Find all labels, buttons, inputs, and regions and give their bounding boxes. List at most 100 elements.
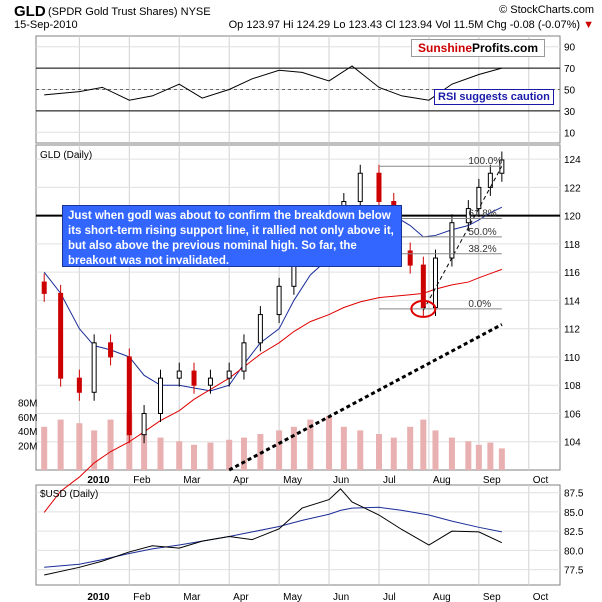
x-tick-label: Oct — [533, 592, 549, 602]
volume-bar — [57, 419, 64, 470]
volume-bar — [465, 441, 472, 470]
brand-part-2: Profits.com — [472, 41, 539, 55]
brand-logo: SunshineProfits.com — [411, 39, 545, 57]
panel-title: $USD (Daily) — [40, 489, 98, 500]
y-tick-label: 122 — [564, 183, 581, 194]
candle-body — [465, 208, 471, 224]
x-tick-label: Oct — [533, 475, 549, 486]
candle-body — [76, 377, 82, 393]
candle-body — [58, 292, 64, 379]
candle-body — [126, 356, 132, 436]
volume-tick-label: 20M — [18, 442, 37, 453]
fibonacci-label: 38.2% — [468, 244, 496, 255]
y-tick-label: 104 — [564, 438, 581, 449]
x-tick-label: May — [283, 592, 302, 602]
fibonacci-label: 61.8% — [468, 208, 496, 219]
y-tick-label: 120 — [564, 212, 581, 223]
y-tick-label: 108 — [564, 381, 581, 392]
y-tick-label: 90 — [564, 43, 576, 54]
support-line — [422, 165, 503, 311]
y-tick-label: 77.5 — [564, 566, 584, 577]
rsi-line — [44, 65, 502, 101]
volume-bar — [157, 437, 164, 470]
y-tick-label: 116 — [564, 268, 580, 279]
y-tick-label: 106 — [564, 409, 581, 420]
x-tick-label: Aug — [433, 475, 451, 486]
x-tick-label: Jul — [383, 475, 396, 486]
y-tick-label: 82.5 — [564, 527, 584, 538]
y-tick-label: 110 — [564, 353, 580, 364]
volume-bar — [475, 444, 482, 470]
x-tick-label: Mar — [183, 592, 201, 602]
low-marker-ellipse — [410, 299, 437, 318]
volume-bar — [290, 426, 297, 470]
volume-bar — [326, 416, 333, 470]
volume-bar — [76, 423, 83, 470]
volume-bar — [498, 448, 505, 470]
candle-body — [357, 172, 363, 203]
down-arrow-icon: ▼ — [583, 19, 594, 31]
volume-bar — [91, 430, 98, 470]
candle-body — [158, 377, 164, 414]
dotted-trendline — [228, 323, 503, 472]
y-tick-label: 114 — [564, 296, 580, 307]
y-tick-label: 85.0 — [564, 508, 584, 519]
fibonacci-label: 50.0% — [468, 227, 496, 238]
price-panel — [35, 144, 561, 471]
y-tick-label: 30 — [564, 107, 576, 118]
x-tick-label: 2010 — [87, 592, 110, 602]
x-tick-label: Sep — [483, 475, 501, 486]
candle-body — [176, 370, 182, 379]
volume-bar — [107, 419, 114, 470]
volume-bar — [41, 426, 48, 470]
candle-body — [376, 172, 382, 203]
fibonacci-label: 100.0% — [468, 156, 502, 167]
panel-title: GLD (Daily) — [40, 150, 92, 161]
x-tick-label: Jun — [333, 475, 349, 486]
x-tick-label: May — [283, 475, 302, 486]
volume-bar — [191, 444, 198, 470]
candle-body — [257, 314, 263, 344]
y-tick-label: 124 — [564, 155, 581, 166]
ma200-line — [43, 268, 503, 513]
analysis-callout: Just when godl was about to confirm the … — [62, 205, 402, 267]
volume-bar — [240, 437, 247, 470]
x-tick-label: Aug — [433, 592, 451, 602]
x-tick-label: Feb — [133, 475, 151, 486]
candle-body — [407, 250, 413, 266]
volume-bar — [357, 430, 364, 470]
volume-bar — [340, 426, 347, 470]
ticker-label: GLD — [14, 3, 46, 20]
quote-summary: Op 123.97 Hi 124.29 Lo 123.43 Cl 123.94 … — [229, 19, 594, 31]
y-tick-label: 87.5 — [564, 489, 584, 500]
quote-values: Op 123.97 Hi 124.29 Lo 123.43 Cl 123.94 … — [228, 19, 581, 31]
candle-body — [226, 370, 232, 379]
candle-body — [449, 222, 455, 259]
x-tick-label: Jul — [383, 592, 396, 602]
y-tick-label: 112 — [564, 325, 580, 336]
volume-tick-label: 60M — [18, 413, 37, 424]
y-tick-label: 50 — [564, 86, 576, 97]
brand-part-1: Sunshine — [417, 41, 472, 55]
rsi-caution-note: RSI suggests caution — [434, 89, 554, 105]
candle-body — [141, 412, 147, 436]
volume-bar — [420, 419, 427, 470]
candle-body — [91, 342, 97, 393]
volume-bar — [141, 434, 148, 470]
volume-bar — [487, 442, 494, 470]
volume-bar — [307, 419, 314, 470]
y-tick-label: 118 — [564, 240, 580, 251]
x-tick-label: Apr — [233, 475, 249, 486]
y-tick-label: 70 — [564, 64, 576, 75]
candle-body — [191, 370, 197, 386]
security-name: (SPDR Gold Trust Shares) NYSE — [48, 6, 211, 18]
volume-bar — [226, 439, 233, 470]
chart-date: 15-Sep-2010 — [14, 19, 78, 31]
candle-body — [41, 281, 47, 294]
candle-body — [276, 285, 282, 316]
x-tick-label: 2010 — [87, 475, 110, 486]
candle-body — [241, 342, 247, 372]
fibonacci-label: 0.0% — [468, 299, 491, 310]
x-tick-label: Sep — [483, 592, 501, 602]
x-tick-label: Apr — [233, 592, 249, 602]
